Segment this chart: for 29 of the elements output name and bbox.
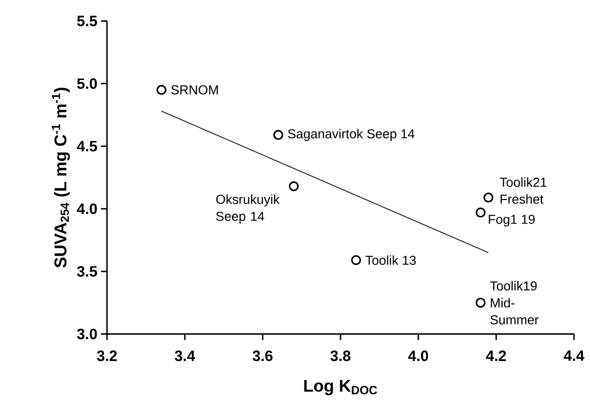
x-tick-label: 4.4 — [564, 350, 584, 361]
annotation: SRNOM — [171, 85, 218, 94]
y-tick-label: 5.0 — [77, 78, 97, 89]
annotation: Oksrukuyik Seep 14 — [216, 194, 280, 224]
y-tick-label: 3.5 — [77, 266, 98, 277]
annotation: Toolik21 Freshet — [500, 177, 546, 204]
annotation: Saganavirtok Seep 14 — [288, 128, 414, 141]
x-tick-label: 4.0 — [408, 350, 428, 362]
y-tick-label: 3.0 — [77, 328, 97, 340]
point — [288, 181, 299, 192]
y-tick-label: 5.5 — [77, 16, 98, 26]
x-tick-label: 3.6 — [252, 350, 273, 362]
point — [476, 298, 486, 308]
x-tick-label: 4.2 — [486, 350, 506, 361]
point — [483, 192, 494, 203]
y-axis-title: SUVA$_{254}$ (L mg C$^{-1}$ m$^{-1}$) — [52, 88, 70, 268]
annotation: Fog1 19 — [488, 214, 535, 226]
x-tick-label: 3.2 — [96, 350, 117, 362]
annotation: Toolik19 Mid-Summer — [490, 281, 539, 324]
y-tick-label: 4.5 — [76, 140, 98, 152]
x-axis-title: Log K$_{DOC}$ — [304, 380, 378, 396]
x-tick-label: 3.4 — [174, 350, 196, 362]
annotation: Toolik 13 — [366, 255, 416, 265]
y-tick-label: 4.0 — [76, 204, 97, 214]
x-tick-label: 3.8 — [330, 350, 350, 362]
point — [351, 255, 362, 266]
point — [156, 84, 166, 95]
point — [476, 208, 486, 218]
point — [273, 130, 284, 140]
